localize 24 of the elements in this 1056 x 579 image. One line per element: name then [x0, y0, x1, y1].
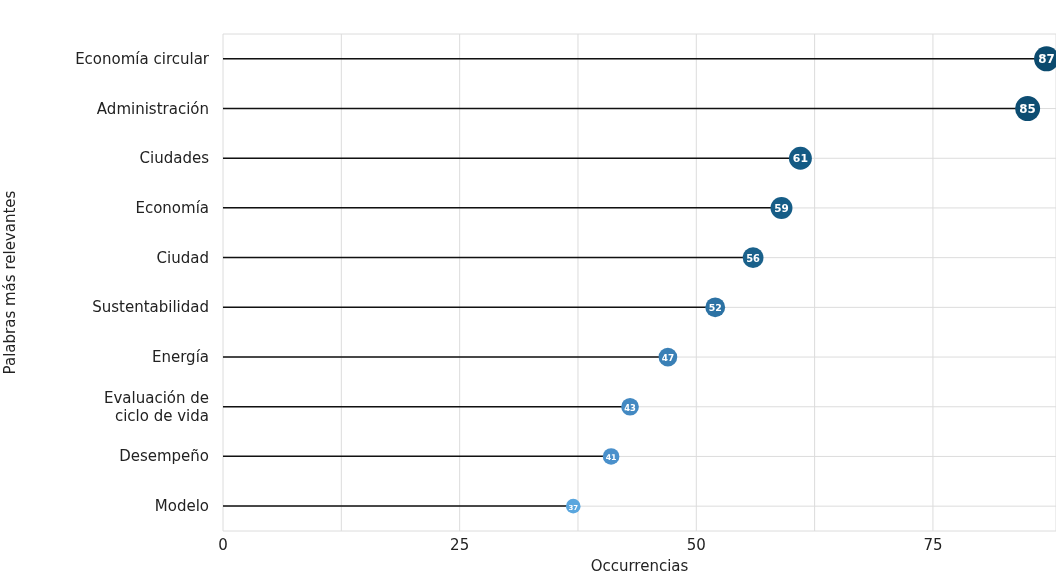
y-axis-title: Palabras más relevantes	[1, 190, 20, 375]
data-label: 85	[1019, 101, 1036, 116]
data-label: 52	[708, 302, 722, 314]
x-axis-title: Occurrencias	[590, 557, 689, 575]
x-tick-label: 0	[218, 535, 228, 554]
y-tick-label: Sustentabilidad	[92, 298, 209, 317]
y-tick-label: Ciudades	[139, 149, 210, 168]
y-tick-label: Ciudad	[156, 248, 209, 267]
data-label: 56	[746, 252, 761, 264]
data-label: 59	[774, 201, 789, 214]
y-tick-label: Economía circular	[75, 49, 210, 68]
y-tick-label: Modelo	[154, 497, 209, 516]
y-tick-label: Administración	[96, 99, 209, 118]
y-tick-label: Energía	[152, 348, 209, 367]
x-tick-label: 75	[923, 535, 943, 554]
data-label: 87	[1038, 51, 1055, 66]
data-label: 61	[792, 152, 808, 166]
x-tick-label: 50	[686, 535, 706, 554]
data-label: 43	[624, 402, 637, 413]
y-tick-label: Evaluación de ciclo de vida	[103, 388, 209, 425]
y-tick-label: Desempeño	[119, 447, 209, 466]
y-tick-label: Economía	[135, 198, 209, 217]
x-tick-label: 25	[450, 535, 470, 554]
data-label: 47	[661, 353, 675, 364]
